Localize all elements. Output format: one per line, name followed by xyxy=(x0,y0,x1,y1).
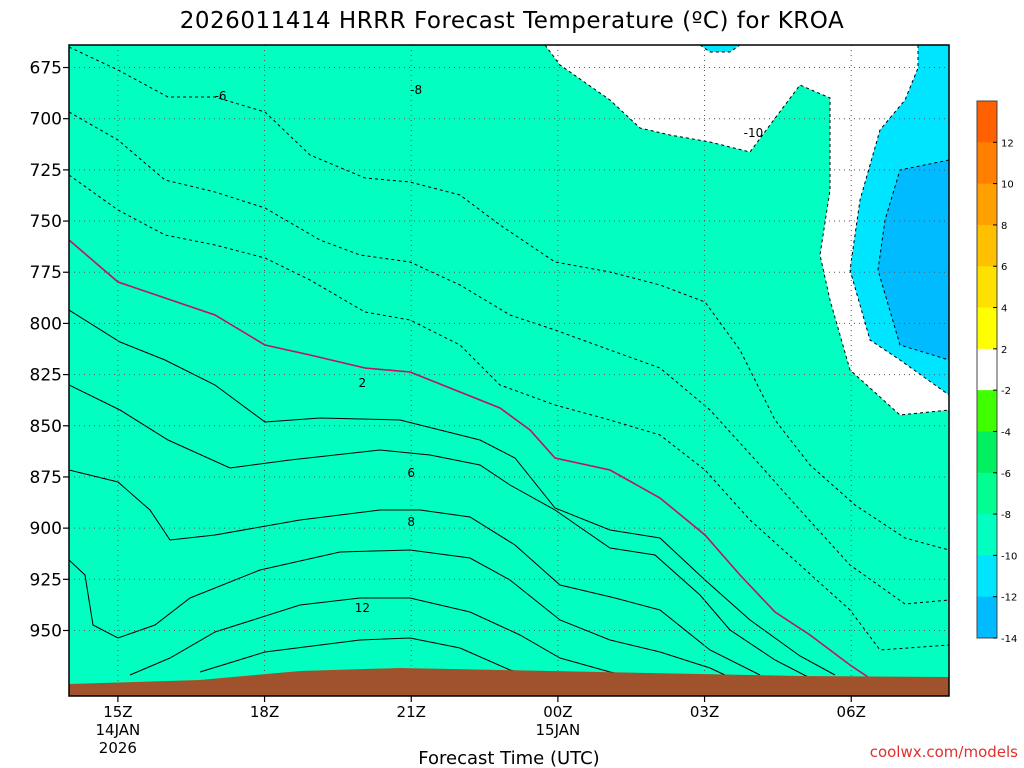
y-tick-label-950: 950 xyxy=(30,621,62,641)
colorbar-label--4: -4 xyxy=(1001,427,1011,438)
x-tick-label-21Z: 21Z xyxy=(397,703,426,721)
colorbar-swatch-7 xyxy=(977,390,997,432)
credit-text: coolwx.com/models xyxy=(870,743,1018,761)
contour-labels: -6 -8 -10 2 6 8 12 xyxy=(215,83,764,615)
contour-0 xyxy=(69,239,881,686)
colorbar-swatch-12 xyxy=(977,596,997,639)
contour-minus6 xyxy=(69,46,949,551)
terrain xyxy=(69,668,949,696)
colorbar: 12 10 8 6 4 2 -2 -4 -6 -8 -10 -12 -14 xyxy=(976,100,1017,645)
y-tick-label-850: 850 xyxy=(30,417,62,437)
colorbar-label-10: 10 xyxy=(1001,180,1014,191)
x-tick-date-00Z: 15JAN xyxy=(536,721,581,739)
contour-minus8 xyxy=(544,45,949,416)
y-tick-label-675: 675 xyxy=(30,59,62,79)
x-axis-title: Forecast Time (UTC) xyxy=(418,748,599,768)
contour-label-2: 2 xyxy=(359,376,367,390)
contour-8 xyxy=(69,549,741,683)
colorbar-label--8: -8 xyxy=(1001,510,1011,521)
colorbar-label--12: -12 xyxy=(1001,593,1017,604)
colorbar-label--14: -14 xyxy=(1001,634,1017,645)
contour-2 xyxy=(69,309,836,676)
colorbar-frame xyxy=(976,100,998,639)
band-minus10-to-minus8 xyxy=(69,45,949,696)
colorbar-swatch-5 xyxy=(977,307,997,350)
x-tick-year-15Z: 2026 xyxy=(99,739,137,757)
x-tick-label-06Z: 06Z xyxy=(837,703,866,721)
colorbar-label--2: -2 xyxy=(1001,386,1011,397)
y-tick-label-750: 750 xyxy=(30,212,62,232)
x-tick-date-15Z: 14JAN xyxy=(96,721,141,739)
x-tick-label-03Z: 03Z xyxy=(690,703,719,721)
colorbar-label--6: -6 xyxy=(1001,469,1011,480)
colorbar-label-8: 8 xyxy=(1001,221,1007,232)
colorbar-swatch-8 xyxy=(977,431,997,474)
y-tick-label-925: 925 xyxy=(30,570,62,590)
y-tick-label-900: 900 xyxy=(30,519,62,539)
y-tick-label-875: 875 xyxy=(30,468,62,488)
colorbar-label--10: -10 xyxy=(1001,551,1017,562)
colorbar-swatch-2 xyxy=(977,183,997,226)
colorbar-swatch-4 xyxy=(977,266,997,309)
x-tick-label-00Z: 00Z xyxy=(543,703,572,721)
y-tick-label-800: 800 xyxy=(30,314,62,334)
band-minus12-to-minus10 xyxy=(700,45,949,395)
contour-label--8: -8 xyxy=(410,83,422,97)
contour-12 xyxy=(199,637,561,683)
contour-label-8: 8 xyxy=(407,515,415,529)
contour-label--10: -10 xyxy=(744,126,764,140)
y-tick-label-825: 825 xyxy=(30,366,62,386)
colorbar-swatch-3 xyxy=(977,224,997,267)
contour-minus10 xyxy=(849,45,949,396)
contour-minus12 xyxy=(877,159,949,361)
colorbar-label-6: 6 xyxy=(1001,262,1007,273)
contour-10 xyxy=(129,597,661,683)
colorbar-label-2: 2 xyxy=(1001,345,1007,356)
y-tick-label-700: 700 xyxy=(30,110,62,130)
x-tick-label-18Z: 18Z xyxy=(250,703,279,721)
band-minus14-to-minus12 xyxy=(878,160,949,360)
colorbar-swatch-1 xyxy=(977,142,997,185)
y-tick-label-725: 725 xyxy=(30,161,62,181)
chart-title: 2026011414 HRRR Forecast Temperature (ºC… xyxy=(180,8,844,34)
contour-label-6: 6 xyxy=(407,466,415,480)
contour-6 xyxy=(69,469,761,676)
colorbar-swatch-9 xyxy=(977,472,997,515)
contour-label--6: -6 xyxy=(215,89,227,103)
contour-4 xyxy=(69,384,811,679)
y-tick-label-775: 775 xyxy=(30,263,62,283)
contour-label-12: 12 xyxy=(355,601,370,615)
x-tick-label-15Z: 15Z xyxy=(103,703,132,721)
contour-minus4 xyxy=(69,111,949,605)
colorbar-swatch-6 xyxy=(977,348,997,391)
colorbar-swatch-10 xyxy=(977,514,997,556)
y-axis: 675 700 725 750 775 800 825 850 875 900 925 950 xyxy=(30,59,69,641)
colorbar-label-4: 4 xyxy=(1001,304,1007,315)
plot-frame xyxy=(68,44,950,697)
colorbar-swatch-0 xyxy=(977,101,997,143)
colorbar-swatch-11 xyxy=(977,555,997,598)
grid-lines xyxy=(69,45,949,696)
contour-minus10-top xyxy=(699,45,741,53)
contour-minus2 xyxy=(69,174,949,651)
colorbar-label-12: 12 xyxy=(1001,138,1014,149)
